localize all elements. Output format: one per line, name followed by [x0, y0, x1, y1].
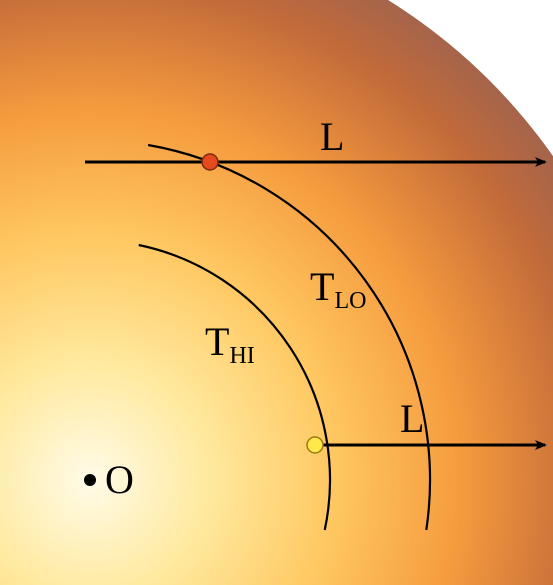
outer-emission-point: [202, 154, 218, 170]
label-L-bottom: L: [400, 396, 424, 441]
inner-emission-point: [307, 437, 323, 453]
center-point: [84, 474, 96, 486]
label-L-top: L: [320, 114, 344, 159]
star-body: [0, 0, 553, 585]
label-center-O: O: [105, 457, 134, 502]
